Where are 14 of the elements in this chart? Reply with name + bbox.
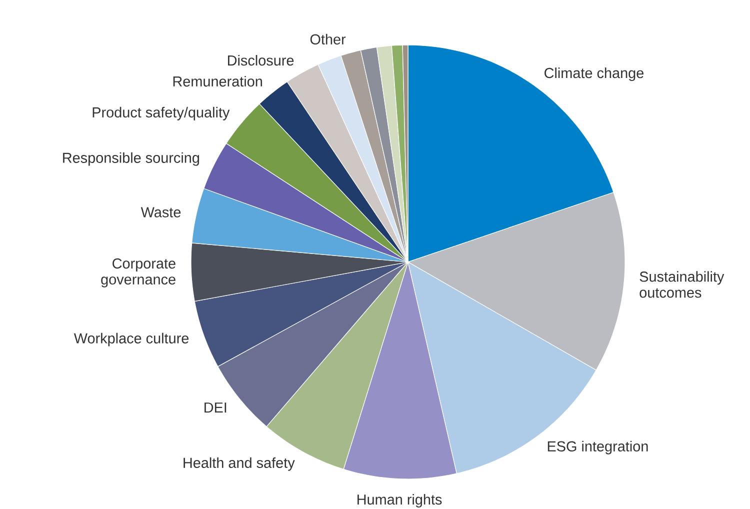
slice-label: Product safety/quality — [92, 106, 230, 120]
slice-label: Human rights — [358, 494, 442, 508]
slice-label: Workplace culture — [74, 332, 189, 346]
slice-label: Remuneration — [173, 76, 262, 87]
slice-label: Sustainability outcomes — [640, 271, 724, 298]
slice-label: Health and safety — [184, 457, 295, 471]
slice-label: Other — [310, 34, 346, 44]
slice-label: ESG integration — [548, 440, 648, 454]
slice-label: Responsible sourcing — [63, 152, 200, 166]
slice-label: Corporate governance — [101, 258, 176, 288]
slice-label: Disclosure — [228, 54, 294, 66]
slice-label: DEI — [204, 402, 226, 413]
slice-label: Climate change — [544, 68, 644, 82]
slice-label: Waste — [140, 207, 181, 218]
